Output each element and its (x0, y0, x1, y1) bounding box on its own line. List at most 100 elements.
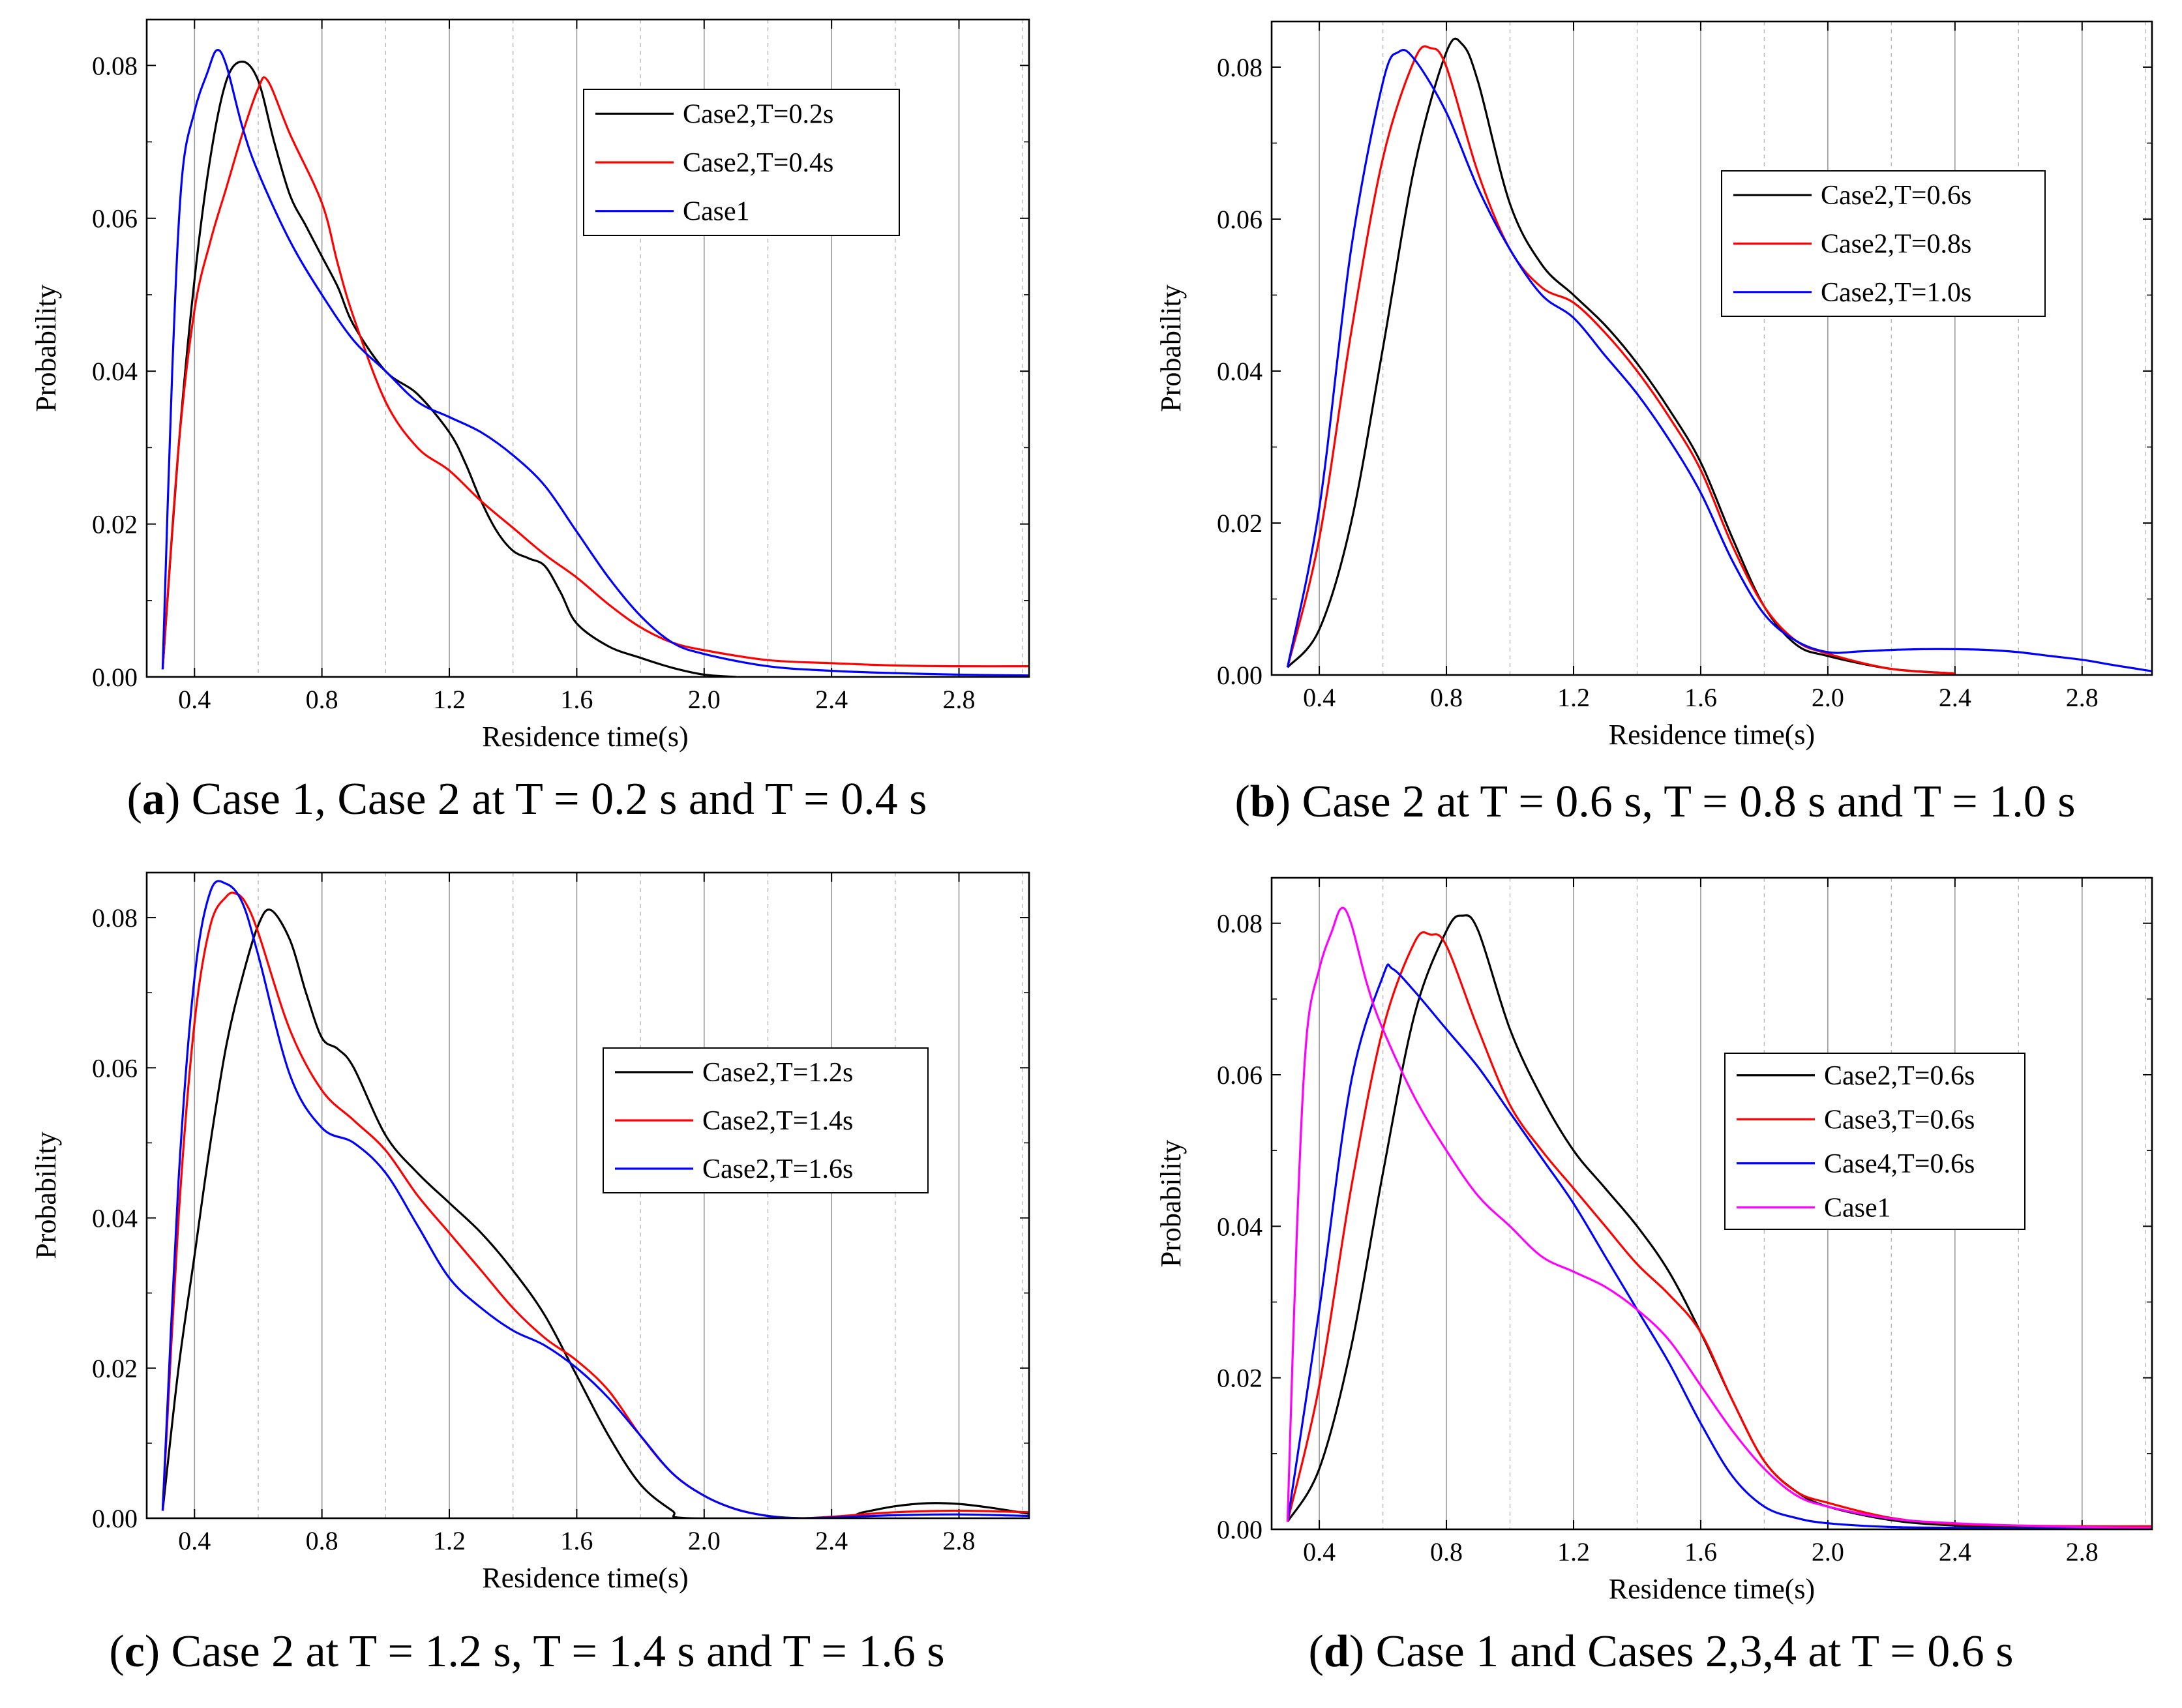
x-tick-label: 2.4 (815, 685, 848, 714)
y-tick-label: 0.04 (92, 357, 138, 386)
panel-caption: (a) Case 1, Case 2 at T = 0.2 s and T = … (127, 774, 927, 824)
x-tick-label: 2.0 (1812, 1537, 1844, 1566)
y-tick-label: 0.04 (92, 1204, 138, 1233)
y-axis-title: Probability (30, 1131, 62, 1259)
x-tick-label: 1.6 (1684, 1537, 1717, 1566)
x-tick-label: 2.8 (2066, 683, 2099, 712)
x-tick-label: 0.4 (1303, 1537, 1336, 1566)
chart-panel-a: 0.4 0.8 1.2 1.6 2.0 2.4 2.8 0.00 0.02 0.04 0.06 0.0… (30, 18, 1030, 824)
chart-panel-d: 0.4 0.8 1.2 1.6 2.0 2.4 2.8 0.00 0.02 0.04 0.06 0.0… (1155, 876, 2153, 1677)
x-tick-label: 1.2 (1557, 1537, 1590, 1566)
x-tick-label: 2.0 (688, 685, 721, 714)
y-tick-label: 0.02 (1217, 1364, 1263, 1393)
y-tick-label: 0.02 (92, 1354, 138, 1383)
y-tick-label: 0.06 (92, 204, 138, 233)
legend-label: Case2,T=0.8s (1821, 230, 1971, 260)
panel-caption: (d) Case 1 and Cases 2,3,4 at T = 0.6 s (1309, 1626, 2014, 1677)
x-tick-label: 0.4 (178, 1526, 211, 1555)
x-tick-label: 2.8 (943, 1526, 976, 1555)
x-tick-label: 2.0 (1812, 683, 1844, 712)
plot-frame (1270, 20, 2153, 676)
caption-body: Case 2 at T = 0.6 s, T = 0.8 s and T = 1… (1302, 777, 2076, 827)
series-line-3 (161, 880, 1029, 1518)
plot-frame (145, 18, 1030, 678)
y-tick-label: 0.02 (1217, 509, 1263, 538)
legend: Case2,T=0.6s Case2,T=0.8s Case2,T=1.0s (1721, 170, 2046, 317)
legend: Case2,T=1.2s Case2,T=1.4s Case2,T=1.6s (603, 1047, 929, 1193)
series-line-1 (1287, 37, 1955, 675)
x-tick-label: 2.4 (815, 1526, 848, 1555)
legend-label: Case2,T=1.6s (702, 1154, 853, 1184)
x-tick-label: 1.6 (560, 1526, 593, 1555)
caption-label: b (1250, 777, 1276, 827)
y-tick-label: 0.04 (1217, 1212, 1263, 1241)
series-line-3 (1286, 49, 2152, 672)
y-tick-label: 0.00 (92, 1504, 138, 1533)
caption-close-paren: ) (1349, 1626, 1376, 1677)
chart-panel-b: 0.4 0.8 1.2 1.6 2.0 2.4 2.8 0.00 0.02 0.04 0.06 0.0… (1155, 20, 2153, 827)
x-tick-label: 1.6 (560, 685, 593, 714)
caption-label: d (1324, 1626, 1349, 1677)
x-tick-label: 0.4 (1303, 683, 1336, 712)
plot-frame (145, 871, 1030, 1520)
y-tick-label: 0.00 (92, 663, 138, 692)
series-line-3 (161, 48, 1029, 677)
y-tick-label: 0.00 (1217, 1515, 1263, 1544)
x-tick-label: 1.2 (1557, 683, 1590, 712)
caption-open-paren: ( (1309, 1626, 1324, 1677)
series-line-2 (161, 891, 1029, 1518)
legend-label: Case4,T=0.6s (1824, 1149, 1975, 1179)
series-line-4 (1286, 906, 2152, 1529)
series-line-2 (161, 76, 1029, 670)
x-tick-label: 0.8 (1430, 683, 1463, 712)
legend-label: Case2,T=1.2s (702, 1058, 853, 1088)
x-tick-label: 0.4 (178, 685, 211, 714)
y-tick-label: 0.08 (1217, 53, 1263, 82)
caption-label: a (142, 774, 165, 824)
y-axis-title: Probability (1155, 284, 1187, 412)
y-tick-label: 0.00 (1217, 661, 1263, 690)
x-tick-label: 0.8 (306, 685, 338, 714)
x-tick-label: 1.2 (433, 1526, 466, 1555)
x-tick-label: 1.6 (1684, 683, 1717, 712)
legend-label: Case1 (683, 197, 750, 227)
y-tick-label: 0.06 (1217, 1060, 1263, 1090)
caption-body: Case 1 and Cases 2,3,4 at T = 0.6 s (1376, 1626, 2014, 1677)
legend-label: Case2,T=0.6s (1824, 1061, 1975, 1091)
caption-open-paren: ( (1234, 777, 1249, 827)
legend-label: Case2,T=1.4s (702, 1106, 853, 1136)
caption-open-paren: ( (127, 774, 142, 824)
legend-box (1724, 1053, 2025, 1230)
caption-body: Case 2 at T = 1.2 s, T = 1.4 s and T = 1… (172, 1626, 945, 1677)
y-axis-title: Probability (1155, 1140, 1187, 1268)
x-tick-label: 1.2 (433, 685, 466, 714)
y-tick-label: 0.08 (1217, 909, 1263, 938)
series-line-3 (1286, 963, 2152, 1529)
y-tick-label: 0.04 (1217, 357, 1263, 386)
legend: Case2,T=0.6s Case3,T=0.6s Case4,T=0.6s Case… (1724, 1053, 2025, 1230)
x-tick-label: 2.4 (1939, 1537, 1971, 1566)
legend-label: Case2,T=1.0s (1821, 278, 1971, 308)
caption-close-paren: ) (165, 774, 192, 824)
x-tick-label: 0.8 (1430, 1537, 1463, 1566)
series-line-1 (161, 908, 1029, 1518)
panel-caption: (c) Case 2 at T = 1.2 s, T = 1.4 s and T… (109, 1626, 944, 1677)
x-tick-label: 2.0 (688, 1526, 721, 1555)
x-tick-label: 0.8 (306, 1526, 338, 1555)
y-tick-label: 0.06 (92, 1053, 138, 1083)
panel-caption: (b) Case 2 at T = 0.6 s, T = 0.8 s and T… (1234, 777, 2075, 827)
x-axis-title: Residence time(s) (482, 721, 688, 753)
x-tick-label: 2.8 (2066, 1537, 2099, 1566)
y-tick-label: 0.08 (92, 51, 138, 80)
caption-label: c (125, 1626, 145, 1677)
plot-frame (1270, 876, 2153, 1531)
legend-label: Case3,T=0.6s (1824, 1105, 1975, 1135)
y-tick-label: 0.02 (92, 510, 138, 539)
legend-label: Case2,T=0.4s (683, 148, 833, 178)
caption-open-paren: ( (109, 1626, 124, 1677)
y-axis-title: Probability (30, 284, 62, 412)
legend: Case2,T=0.2s Case2,T=0.4s Case1 (583, 89, 900, 236)
y-tick-label: 0.06 (1217, 205, 1263, 234)
x-axis-title: Residence time(s) (1609, 1573, 1815, 1605)
